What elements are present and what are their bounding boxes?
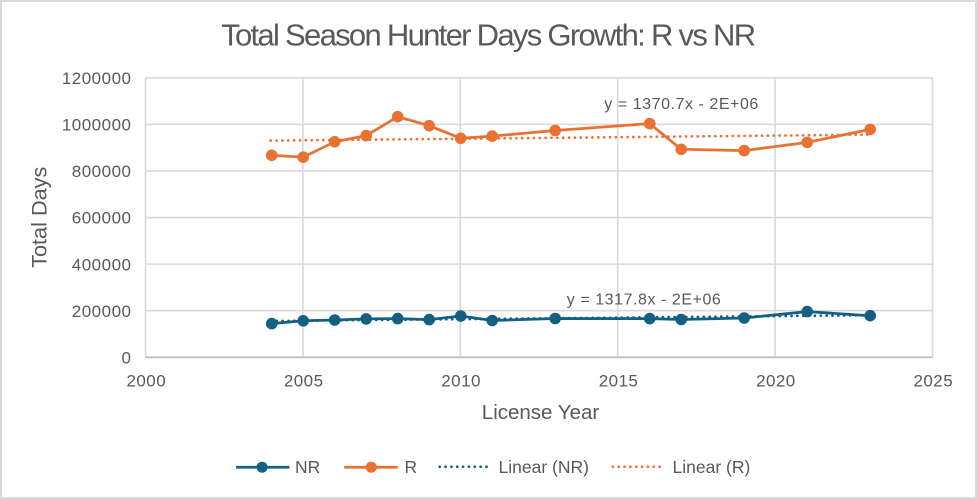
svg-text:600000: 600000 [72, 209, 132, 228]
svg-text:2015: 2015 [599, 372, 639, 391]
svg-text:y = 1317.8x - 2E+06: y = 1317.8x - 2E+06 [567, 291, 722, 308]
svg-text:1000000: 1000000 [62, 116, 132, 135]
svg-text:License Year: License Year [482, 401, 600, 424]
svg-text:Linear (R): Linear (R) [673, 457, 751, 477]
svg-text:0: 0 [122, 349, 132, 368]
svg-text:NR: NR [295, 457, 320, 477]
svg-text:200000: 200000 [72, 302, 132, 321]
svg-text:Linear (NR): Linear (NR) [499, 457, 589, 477]
svg-text:2005: 2005 [284, 372, 324, 391]
svg-text:2000: 2000 [126, 372, 166, 391]
svg-text:Total Days: Total Days [27, 166, 52, 267]
svg-text:2010: 2010 [441, 372, 481, 391]
svg-text:800000: 800000 [72, 162, 132, 181]
svg-text:2025: 2025 [913, 372, 953, 391]
svg-text:400000: 400000 [72, 255, 132, 274]
svg-text:R: R [405, 457, 418, 477]
svg-text:1200000: 1200000 [62, 69, 132, 88]
svg-text:y = 1370.7x - 2E+06: y = 1370.7x - 2E+06 [604, 96, 759, 113]
svg-text:Total Season Hunter Days Growt: Total Season Hunter Days Growth: R vs NR [221, 17, 755, 52]
svg-text:2020: 2020 [756, 372, 796, 391]
